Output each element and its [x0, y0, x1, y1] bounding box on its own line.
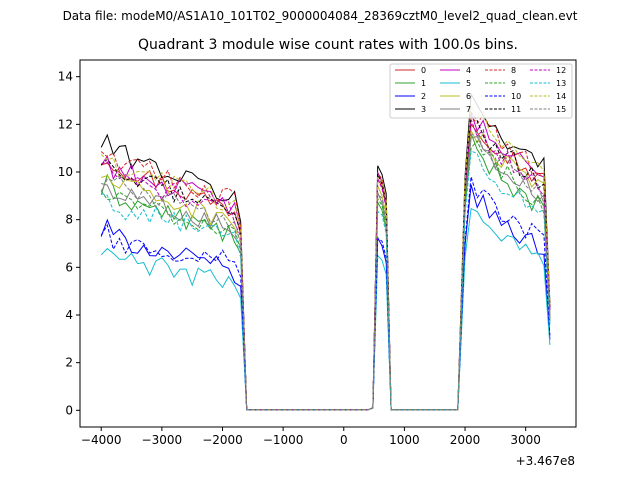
legend-label-6: 6: [466, 92, 471, 101]
legend-box: [390, 64, 572, 118]
x-tick-label: 2000: [450, 433, 481, 447]
x-tick-label: −1000: [263, 433, 304, 447]
legend-label-15: 15: [556, 105, 566, 114]
series-line-5: [101, 209, 550, 410]
x-tick-label: 3000: [510, 433, 541, 447]
chart-suptitle: Data file: modeM0/AS1A10_101T02_90000040…: [63, 9, 578, 23]
legend-label-0: 0: [421, 66, 426, 75]
y-tick-label: 10: [58, 165, 73, 179]
y-axis-ticks: 0 2 4 6 8 10 12 14: [58, 70, 80, 418]
legend-label-1: 1: [421, 79, 426, 88]
series-line-8: [101, 115, 550, 410]
series-line-12: [101, 120, 550, 410]
x-axis-ticks: −4000 −3000 −2000 −1000 0 1000 2000 3000: [81, 427, 541, 447]
series-line-13: [101, 151, 550, 410]
series-line-10: [101, 177, 550, 410]
legend-label-9: 9: [511, 79, 516, 88]
series-line-11: [101, 112, 550, 410]
chart-canvas: Data file: modeM0/AS1A10_101T02_90000040…: [0, 0, 640, 480]
series-line-1: [101, 134, 550, 410]
y-tick-label: 0: [65, 403, 73, 417]
legend-label-7: 7: [466, 105, 471, 114]
chart-title: Quadrant 3 module wise count rates with …: [138, 37, 518, 53]
legend-label-2: 2: [421, 92, 426, 101]
y-tick-label: 4: [65, 308, 73, 322]
legend-label-8: 8: [511, 66, 516, 75]
legend-label-5: 5: [466, 79, 471, 88]
series-line-15: [101, 132, 550, 410]
legend-label-3: 3: [421, 105, 426, 114]
x-tick-label: −3000: [142, 433, 183, 447]
legend-label-13: 13: [556, 79, 566, 88]
y-tick-label: 8: [65, 213, 73, 227]
legend-label-4: 4: [466, 66, 471, 75]
legend-label-10: 10: [511, 92, 521, 101]
y-tick-label: 12: [58, 117, 73, 131]
legend-label-14: 14: [556, 92, 566, 101]
y-tick-label: 6: [65, 260, 73, 274]
legend-label-12: 12: [556, 66, 566, 75]
x-axis-offset-label: +3.467e8: [516, 454, 575, 468]
series-line-14: [101, 106, 550, 410]
series-line-2: [101, 185, 550, 410]
x-tick-label: 1000: [389, 433, 420, 447]
x-tick-label: −4000: [81, 433, 122, 447]
y-tick-label: 14: [58, 70, 73, 84]
series-lines: [101, 94, 550, 410]
legend-label-11: 11: [511, 105, 521, 114]
x-tick-label: 0: [340, 433, 348, 447]
series-line-7: [101, 137, 550, 410]
y-tick-label: 2: [65, 356, 73, 370]
x-tick-label: −2000: [202, 433, 243, 447]
